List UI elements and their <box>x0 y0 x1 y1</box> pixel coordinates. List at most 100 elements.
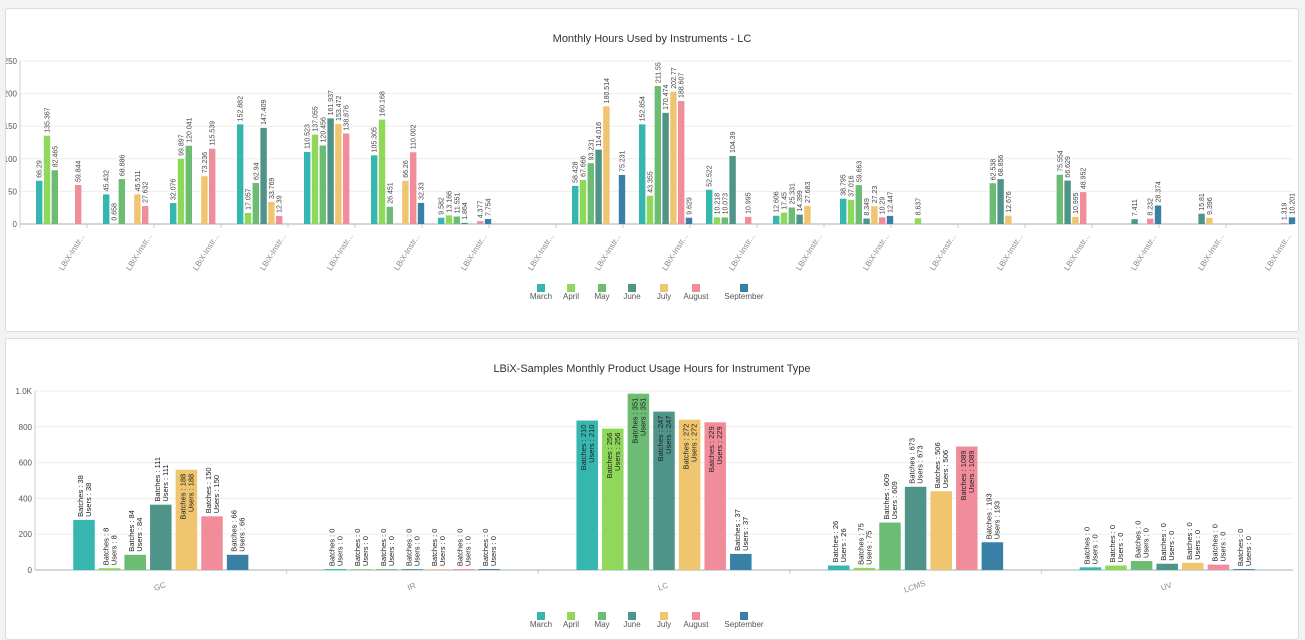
data-label: 62.538 <box>990 159 997 181</box>
legend-label-september: September <box>724 292 763 301</box>
legend-label-july: July <box>657 292 671 301</box>
legend-swatch-april <box>567 612 575 620</box>
data-label: 7.411 <box>1132 199 1139 216</box>
users-label: Users : 1089 <box>967 450 976 493</box>
data-label: 147.409 <box>261 99 268 124</box>
data-label: 14.399 <box>797 190 804 212</box>
bar-june <box>260 128 266 224</box>
bar-june <box>1156 564 1178 570</box>
bar-april <box>379 120 385 224</box>
bar-april <box>915 218 921 224</box>
bar-may <box>990 183 996 224</box>
bar-june <box>796 215 802 224</box>
x-tick-label: LBiX-Instr... <box>1129 232 1159 272</box>
users-label: Users : 84 <box>135 518 144 552</box>
bar-april <box>312 135 318 224</box>
data-label: 104.39 <box>730 131 737 153</box>
data-label: 66.29 <box>37 160 44 178</box>
y-tick-50: 50 <box>8 187 17 196</box>
bar-june <box>662 113 668 224</box>
bar-june <box>1198 214 1204 224</box>
x-tick-label: LBiX-Instr... <box>124 232 154 272</box>
data-label: 110.523 <box>305 124 312 149</box>
data-label: 135.367 <box>45 107 52 132</box>
data-label: 27.23 <box>872 186 879 204</box>
data-label: 120.041 <box>186 117 193 142</box>
bar-march <box>706 190 712 224</box>
y-tick-400: 400 <box>19 494 33 503</box>
data-label: 8.349 <box>864 198 871 216</box>
bar-may <box>655 86 661 224</box>
users-label: Users : 0 <box>1193 530 1202 560</box>
bar-april <box>781 213 787 224</box>
bar-march <box>36 181 42 224</box>
hours-by-instrument-panel: Monthly Hours Used by Instruments - LC 0… <box>5 8 1299 332</box>
data-label: 10.073 <box>722 193 729 215</box>
bar-june <box>905 487 927 570</box>
legend-swatch-july <box>660 284 668 292</box>
data-label: 153.472 <box>336 96 343 121</box>
x-tick-label: LBiX-Instr... <box>191 232 221 272</box>
data-label: 52.522 <box>707 165 714 187</box>
bar-july <box>201 176 207 224</box>
bar-june <box>461 223 467 224</box>
data-label: 15.81 <box>1199 193 1206 211</box>
hours-by-instrument-chart: Monthly Hours Used by Instruments - LC 0… <box>6 9 1298 331</box>
x-tick-label: LBiX-Instr... <box>995 232 1025 272</box>
x-tick-label: LBiX-Instr... <box>258 232 288 272</box>
x-tick-label: IR <box>406 581 417 592</box>
bar-may <box>320 145 326 224</box>
data-label: 138.876 <box>344 105 351 130</box>
bar-july <box>335 124 341 224</box>
data-label: 26.451 <box>387 182 394 204</box>
data-label: 67.666 <box>581 155 588 177</box>
bar-july <box>1005 216 1011 224</box>
users-label: Users : 75 <box>864 531 873 565</box>
users-label: Users : 609 <box>890 481 899 519</box>
bar-september <box>1289 217 1295 224</box>
bar-may <box>789 207 795 224</box>
legend-swatch-june <box>628 284 636 292</box>
data-label: 75.231 <box>620 150 627 172</box>
users-label: Users : 0 <box>1167 531 1176 561</box>
data-label: 9.396 <box>1207 197 1214 215</box>
users-label: Users : 229 <box>715 426 724 464</box>
bar-august <box>75 185 81 224</box>
bar-april <box>1105 566 1127 570</box>
data-label: 43.355 <box>648 171 655 193</box>
bar-june <box>863 219 869 224</box>
users-label: Users : 111 <box>161 464 170 501</box>
bar-june <box>1064 181 1070 224</box>
legend-swatch-july <box>660 612 668 620</box>
chart2-title: LBiX-Samples Monthly Product Usage Hours… <box>493 363 810 375</box>
data-label: 152.854 <box>640 96 647 121</box>
y-tick-200: 200 <box>19 530 33 539</box>
bar-june <box>327 118 333 224</box>
legend-label-june: June <box>623 620 641 629</box>
bar-june <box>150 505 172 570</box>
data-label: 8.637 <box>916 198 923 216</box>
data-label: 93.231 <box>588 139 595 161</box>
data-label: 137.055 <box>313 106 320 131</box>
bar-may <box>1057 175 1063 224</box>
bar-may <box>588 163 594 224</box>
data-label: 66.26 <box>403 160 410 178</box>
bar-september <box>887 216 893 224</box>
users-label: Users : 247 <box>664 416 673 454</box>
users-label: Users : 66 <box>238 518 247 552</box>
bar-july <box>134 194 140 224</box>
x-tick-label: LBiX-Instr... <box>727 232 757 272</box>
bar-april <box>178 159 184 224</box>
bar-march <box>840 199 846 224</box>
y-tick-250: 250 <box>6 57 18 66</box>
legend-label-april: April <box>563 620 579 629</box>
legend-label-june: June <box>623 292 641 301</box>
users-label: Users : 210 <box>587 425 596 463</box>
data-label: 202.77 <box>671 67 678 89</box>
users-label: Users : 37 <box>741 517 750 551</box>
bar-march <box>828 566 850 570</box>
bar-august <box>1281 223 1287 224</box>
bar-july <box>930 491 952 570</box>
data-label: 110.002 <box>411 124 418 149</box>
